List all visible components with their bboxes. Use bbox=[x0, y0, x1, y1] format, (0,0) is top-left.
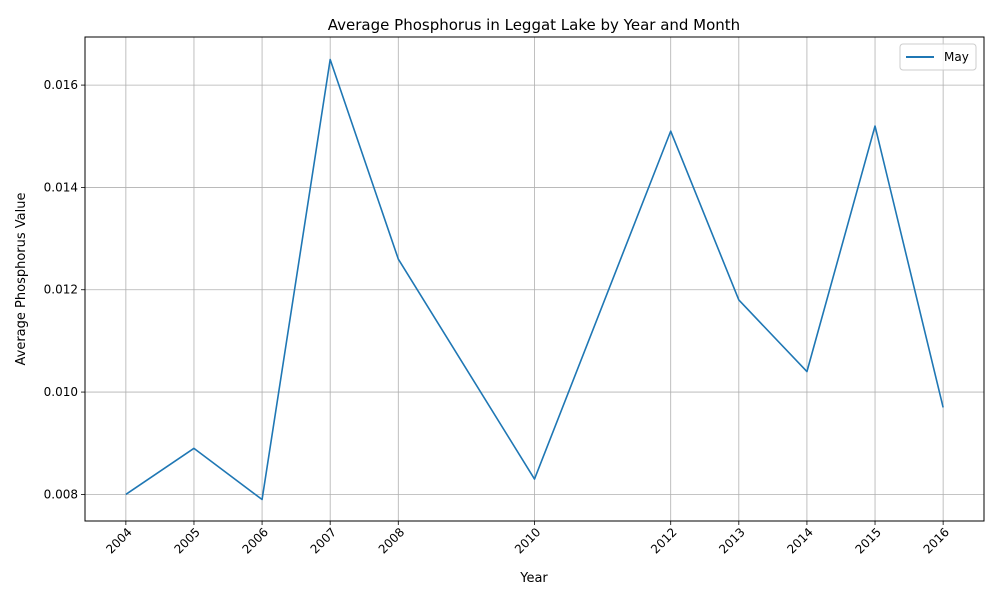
chart-title: Average Phosphorus in Leggat Lake by Yea… bbox=[328, 16, 740, 34]
series-line-may bbox=[125, 58, 944, 501]
y-tick-label: 0.008 bbox=[44, 487, 78, 501]
y-tick-label: 0.012 bbox=[44, 283, 78, 297]
y-axis-label: Average Phosphorus Value bbox=[14, 193, 29, 366]
legend-label-may: May bbox=[944, 50, 969, 64]
y-tick-label: 0.016 bbox=[44, 78, 78, 92]
grid-lines bbox=[85, 37, 984, 521]
y-tick-label: 0.010 bbox=[44, 385, 78, 399]
series-layer bbox=[125, 58, 944, 501]
y-tick-label: 0.014 bbox=[44, 180, 78, 194]
legend: May bbox=[899, 43, 977, 71]
legend-box bbox=[899, 43, 977, 71]
x-axis-label: Year bbox=[519, 571, 548, 586]
y-axis: 0.008 0.010 0.012 0.014 0.016 bbox=[44, 78, 85, 501]
